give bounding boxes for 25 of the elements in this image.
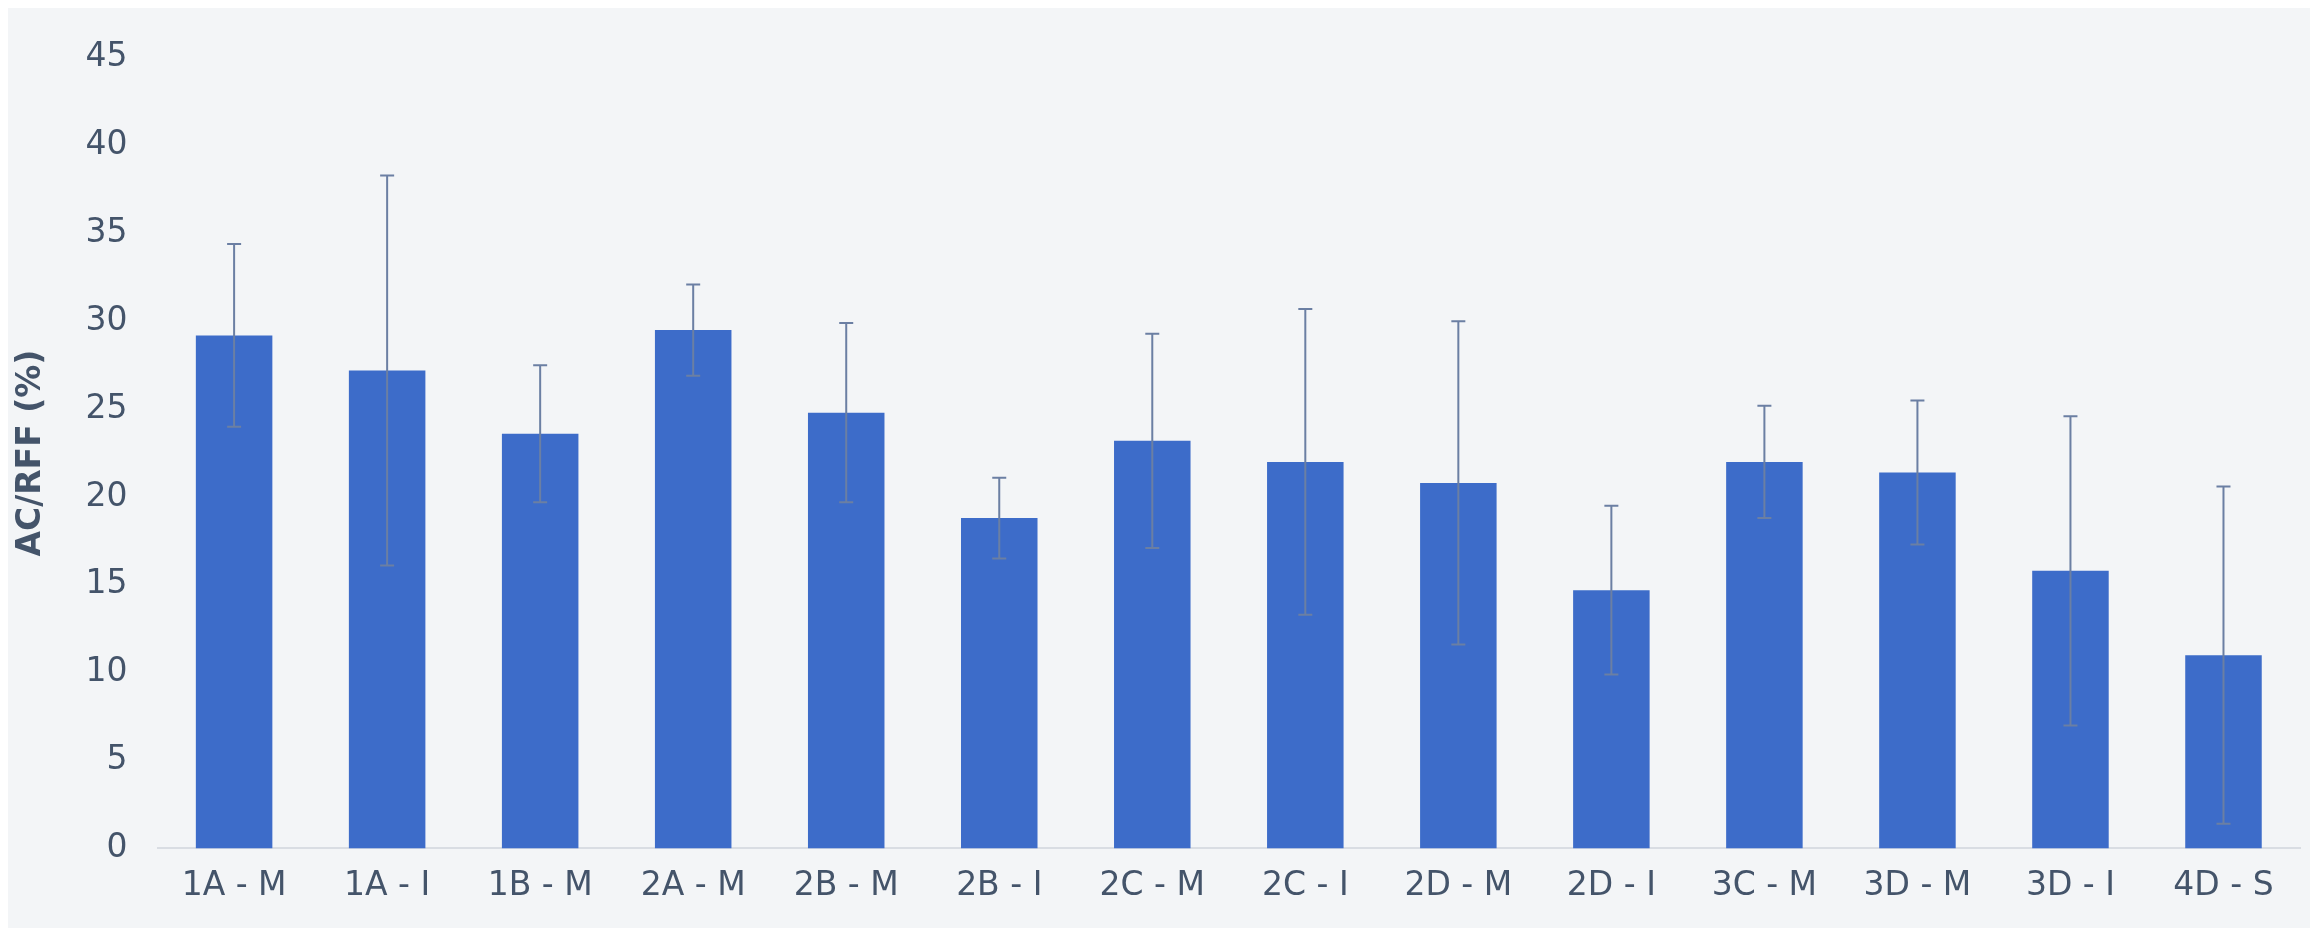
x-tick-label: 2C - I bbox=[1261, 863, 1349, 903]
x-tick-label: 2A - M bbox=[640, 863, 746, 903]
x-tick-label: 2C - M bbox=[1099, 863, 1205, 903]
y-tick-label: 10 bbox=[85, 650, 128, 690]
y-tick-label: 5 bbox=[106, 738, 128, 778]
x-tick-label: 2D - M bbox=[1404, 863, 1513, 903]
x-tick-label: 3C - M bbox=[1711, 863, 1818, 903]
x-tick-label: 1B - M bbox=[487, 863, 593, 903]
x-tick-label: 2D - I bbox=[1566, 863, 1656, 903]
x-tick-label: 2B - I bbox=[956, 863, 1043, 903]
x-tick-label: 4D - S bbox=[2173, 863, 2274, 903]
y-tick-label: 15 bbox=[85, 562, 128, 602]
y-tick-label: 30 bbox=[85, 298, 128, 338]
y-tick-label: 45 bbox=[85, 35, 128, 75]
x-tick-label: 2B - M bbox=[793, 863, 899, 903]
y-tick-label: 20 bbox=[85, 474, 128, 514]
y-tick-label: 0 bbox=[106, 825, 128, 865]
y-tick-label: 40 bbox=[85, 123, 128, 163]
x-tick-label: 1A - I bbox=[344, 863, 431, 903]
y-axis-title: AC/RFF (%) bbox=[9, 349, 49, 557]
y-tick-label: 25 bbox=[85, 386, 128, 426]
y-tick-label: 35 bbox=[85, 211, 128, 251]
x-tick-label: 1A - M bbox=[181, 863, 287, 903]
x-tick-label: 3D - M bbox=[1863, 863, 1972, 903]
x-tick-label: 3D - I bbox=[2025, 863, 2115, 903]
